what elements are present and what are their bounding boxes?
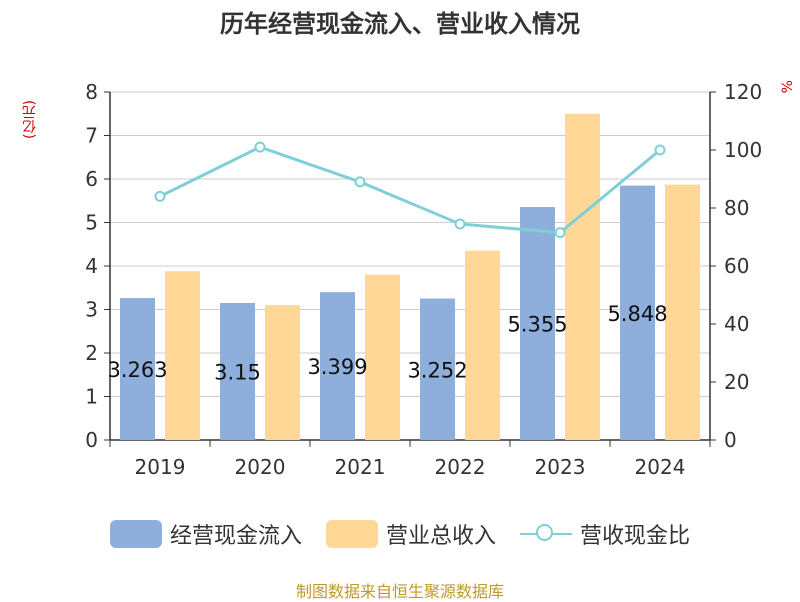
ratio-point <box>354 176 366 188</box>
ratio-point <box>554 227 566 239</box>
x-tick-label: 2022 <box>435 455 486 479</box>
legend: 经营现金流入 营业总收入 营收现金比 <box>0 518 800 550</box>
left-tick-label: 5 <box>85 211 98 235</box>
bar-cash-inflow <box>320 292 355 440</box>
ratio-line <box>159 145 661 235</box>
legend-swatch-ratio <box>520 520 572 548</box>
source-note: 制图数据来自恒生聚源数据库 <box>295 582 504 601</box>
legend-item-revenue[interactable]: 营业总收入 <box>325 518 496 550</box>
right-tick-label: 100 <box>724 138 762 162</box>
bar-cash-inflow <box>120 298 155 440</box>
left-tick-label: 8 <box>85 80 98 104</box>
right-tick-label: 80 <box>724 196 749 220</box>
left-tick-label: 4 <box>85 254 98 278</box>
left-tick-label: 2 <box>85 341 98 365</box>
data-label-cash-inflow: 3.399 <box>307 355 367 379</box>
left-tick-label: 6 <box>85 167 98 191</box>
bar-cash-inflow <box>620 185 655 440</box>
x-tick-label: 2019 <box>135 455 186 479</box>
right-tick-label: 120 <box>724 80 762 104</box>
ratio-point <box>454 218 466 230</box>
right-tick-label: 20 <box>724 370 749 394</box>
bar-revenue <box>465 250 500 440</box>
bar-cash-inflow <box>220 302 255 440</box>
legend-swatch-cash-inflow <box>109 520 162 548</box>
legend-label-cash-inflow: 经营现金流入 <box>169 524 302 549</box>
right-tick-label: 0 <box>724 428 737 452</box>
bar-cash-inflow <box>420 298 455 440</box>
legend-swatch-revenue <box>325 520 378 548</box>
bar-revenue <box>565 113 600 440</box>
legend-item-ratio[interactable]: 营收现金比 <box>520 518 690 550</box>
legend-item-cash-inflow[interactable]: 经营现金流入 <box>109 518 302 550</box>
right-tick-label: 60 <box>724 254 749 278</box>
left-tick-label: 3 <box>85 298 98 322</box>
data-label-cash-inflow: 3.252 <box>407 358 467 382</box>
bar-cash-inflow <box>520 207 555 440</box>
legend-label-revenue: 营业总收入 <box>385 524 496 549</box>
chart-title: 历年经营现金流入、营业收入情况 <box>220 10 580 38</box>
x-tick-label: 2024 <box>635 455 686 479</box>
x-tick-label: 2023 <box>535 455 586 479</box>
left-tick-label: 1 <box>85 385 98 409</box>
bar-revenue <box>265 305 300 440</box>
data-label-cash-inflow: 3.15 <box>214 360 261 384</box>
ratio-point <box>254 141 266 153</box>
bar-revenue <box>365 274 400 440</box>
legend-label-ratio: 营收现金比 <box>580 524 691 549</box>
bar-revenue <box>165 271 200 440</box>
bar-revenue <box>665 184 700 440</box>
ratio-point <box>154 190 166 202</box>
x-tick-label: 2020 <box>235 455 286 479</box>
data-label-cash-inflow: 5.355 <box>507 313 567 337</box>
data-label-cash-inflow: 5.848 <box>607 302 667 326</box>
left-tick-label: 0 <box>85 428 98 452</box>
right-tick-label: 40 <box>724 312 749 336</box>
data-label-cash-inflow: 3.263 <box>107 358 167 382</box>
ratio-point <box>654 144 666 156</box>
x-tick-label: 2021 <box>335 455 386 479</box>
left-tick-label: 7 <box>85 124 98 148</box>
